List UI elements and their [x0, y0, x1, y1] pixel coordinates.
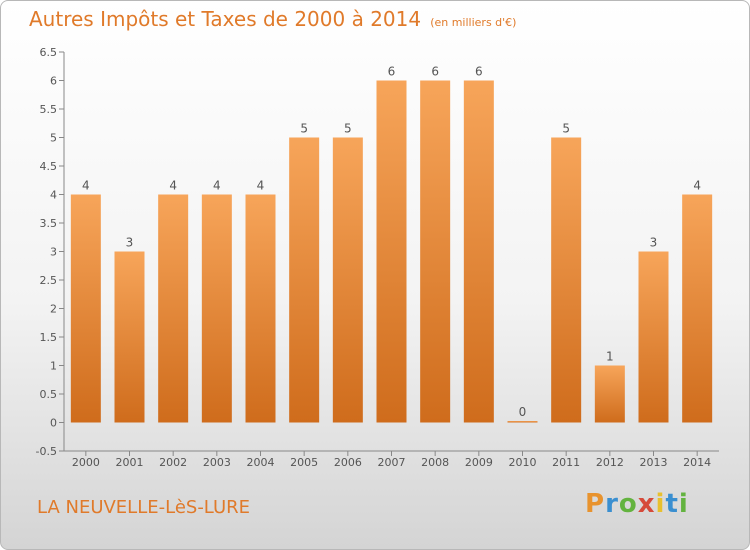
proxiti-logo[interactable]: Proxiti — [585, 489, 689, 519]
y-tick-label: 1.5 — [40, 331, 58, 344]
logo-letter: i — [678, 489, 689, 519]
bar-value-label: 3 — [650, 236, 658, 250]
chart-title-text: Autres Impôts et Taxes de 2000 à 2014 — [29, 7, 422, 31]
x-tick-label: 2008 — [421, 456, 449, 469]
bar — [289, 137, 320, 423]
logo-letter: r — [605, 489, 619, 519]
bar-value-label: 4 — [257, 179, 265, 193]
x-tick-label: 2004 — [247, 456, 275, 469]
logo-letter: x — [637, 489, 656, 519]
bar — [551, 137, 582, 423]
x-tick-label: 2007 — [378, 456, 406, 469]
y-tick-label: 5.5 — [40, 103, 58, 116]
y-tick-label: 6.5 — [40, 46, 58, 59]
logo-letter: P — [585, 489, 606, 519]
y-tick-label: 2 — [50, 303, 57, 316]
x-tick-label: 2014 — [683, 456, 711, 469]
y-tick-label: 4.5 — [40, 160, 58, 173]
y-tick-label: 4 — [50, 189, 57, 202]
bar — [463, 80, 494, 423]
bar-value-label: 4 — [82, 179, 90, 193]
bar-value-label: 0 — [519, 405, 527, 419]
y-tick-label: 0.5 — [40, 388, 58, 401]
bar — [70, 194, 101, 423]
bar-value-label: 5 — [300, 122, 308, 136]
bar — [507, 421, 538, 423]
y-tick-label: 3.5 — [40, 217, 58, 230]
bar-value-label: 4 — [213, 179, 221, 193]
bar-value-label: 3 — [126, 236, 134, 250]
logo-letter: t — [665, 489, 679, 519]
bar — [201, 194, 232, 423]
x-tick-label: 2013 — [640, 456, 668, 469]
y-tick-label: 2.5 — [40, 274, 58, 287]
bar-value-label: 6 — [431, 65, 439, 79]
bar-value-label: 1 — [606, 350, 614, 364]
chart-title: Autres Impôts et Taxes de 2000 à 2014 (e… — [29, 7, 516, 31]
x-tick-label: 2003 — [203, 456, 231, 469]
bar — [638, 251, 669, 423]
bar — [682, 194, 713, 423]
bar-value-label: 5 — [344, 122, 352, 136]
bar — [114, 251, 145, 423]
logo-letter: i — [655, 489, 666, 519]
bar — [420, 80, 451, 423]
bar-value-label: 6 — [388, 65, 396, 79]
bar-value-label: 6 — [475, 65, 483, 79]
x-tick-label: 2009 — [465, 456, 493, 469]
x-tick-label: 2011 — [552, 456, 580, 469]
x-tick-label: 2012 — [596, 456, 624, 469]
x-tick-label: 2006 — [334, 456, 362, 469]
bar — [245, 194, 276, 423]
y-tick-label: 0 — [50, 417, 57, 430]
bar — [158, 194, 189, 423]
y-tick-label: -0.5 — [36, 445, 57, 458]
bar — [376, 80, 407, 423]
logo-letter: o — [618, 489, 638, 519]
x-tick-label: 2000 — [72, 456, 100, 469]
y-tick-label: 6 — [50, 75, 57, 88]
bar-value-label: 4 — [169, 179, 177, 193]
y-tick-label: 3 — [50, 246, 57, 259]
place-name: LA NEUVELLE-LèS-LURE — [37, 497, 250, 518]
x-tick-label: 2002 — [159, 456, 187, 469]
x-tick-label: 2001 — [116, 456, 144, 469]
x-tick-label: 2010 — [509, 456, 537, 469]
bar — [332, 137, 363, 423]
y-tick-label: 5 — [50, 132, 57, 145]
chart-unit: (en milliers d'€) — [430, 16, 517, 29]
y-tick-label: 1 — [50, 360, 57, 373]
x-tick-label: 2005 — [290, 456, 318, 469]
bar-value-label: 5 — [562, 122, 570, 136]
bar-value-label: 4 — [693, 179, 701, 193]
bar — [594, 365, 625, 423]
